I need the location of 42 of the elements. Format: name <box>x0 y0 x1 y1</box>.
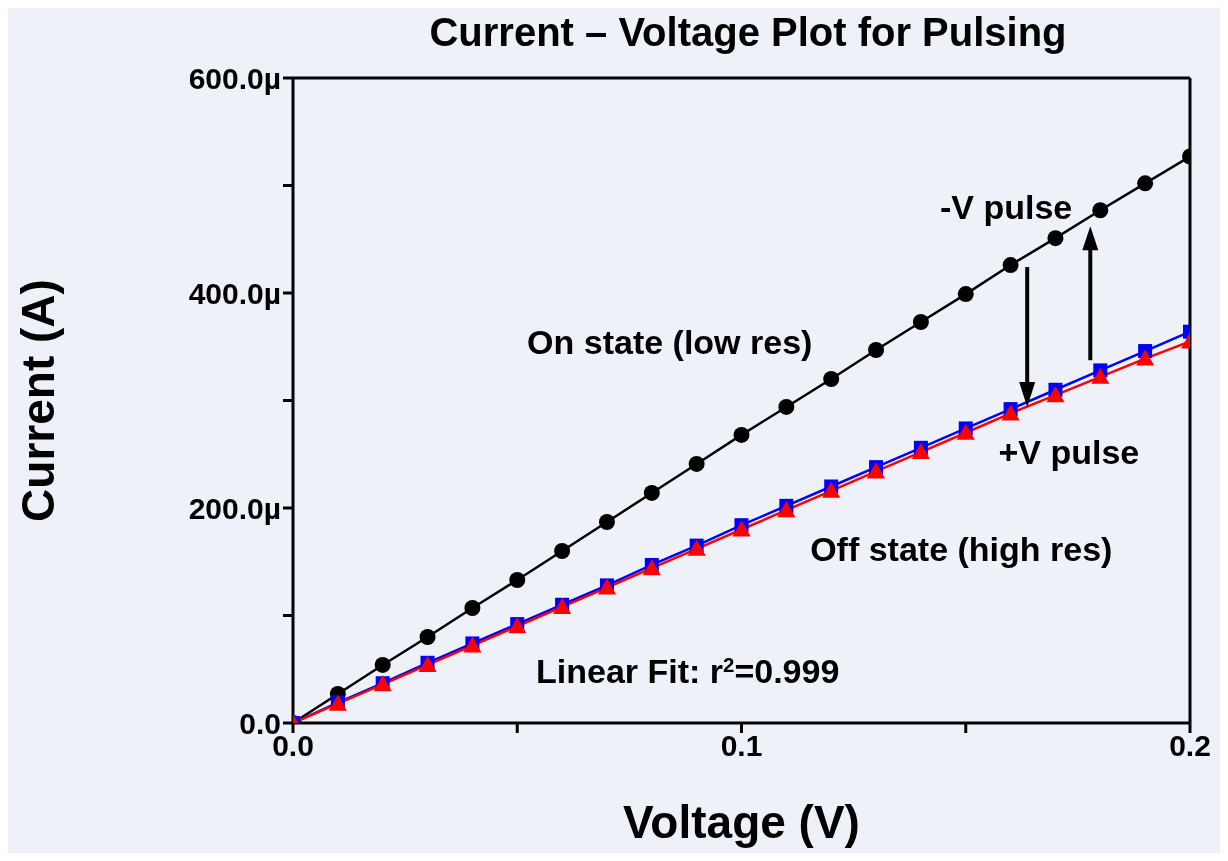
point <box>867 462 886 479</box>
x-tick-label: 0.1 <box>720 729 763 763</box>
point <box>464 599 481 616</box>
annotation: -V pulse <box>939 188 1073 226</box>
x-tick-label: 0.2 <box>1169 729 1211 763</box>
annotation: +V pulse <box>998 433 1140 472</box>
point <box>733 426 750 443</box>
point <box>1002 257 1019 274</box>
point <box>957 286 974 303</box>
annotation: On state (low res) <box>527 323 813 362</box>
point <box>777 501 796 518</box>
point <box>1046 386 1065 403</box>
y-tick-label: 600.0µ <box>188 61 281 95</box>
point <box>1001 404 1020 421</box>
point <box>554 543 571 559</box>
point <box>1137 175 1154 192</box>
annotation: Linear Fit: r$^{2}$=0.999 <box>536 652 840 691</box>
point <box>598 513 615 530</box>
point <box>643 484 660 501</box>
point <box>912 314 929 331</box>
annotation: Off state (high res) <box>810 529 1113 568</box>
point <box>911 443 930 460</box>
point <box>642 559 661 576</box>
point <box>374 656 391 673</box>
point <box>509 572 526 589</box>
point <box>1136 349 1155 366</box>
point <box>822 481 841 498</box>
y-tick-label: 200.0µ <box>188 491 281 525</box>
point <box>778 398 795 415</box>
point <box>1091 367 1110 384</box>
y-axis-title: Current (A) <box>12 279 65 522</box>
point <box>419 629 436 645</box>
point <box>868 341 885 358</box>
point <box>732 520 751 537</box>
chart-title: Current – Voltage Plot for Pulsing <box>429 10 1067 54</box>
point <box>1092 202 1109 219</box>
x-axis-title: Voltage (V) <box>623 796 860 848</box>
point <box>823 371 840 387</box>
y-tick-label: 400.0µ <box>188 276 281 310</box>
point <box>688 455 705 472</box>
point <box>956 423 975 440</box>
point <box>1047 230 1064 247</box>
